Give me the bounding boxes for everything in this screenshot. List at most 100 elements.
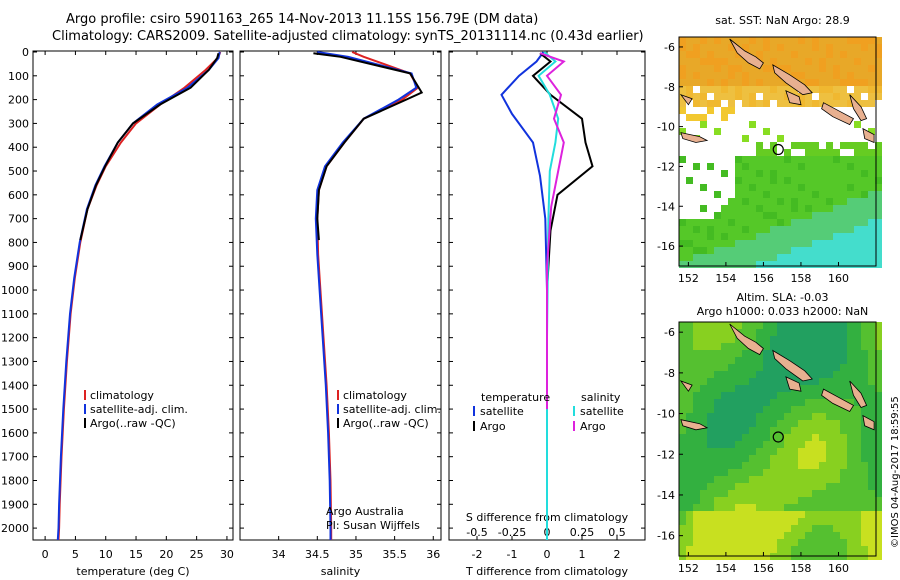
sst-cell — [805, 240, 812, 247]
sla-cell — [847, 322, 854, 329]
sla-cell — [805, 434, 812, 441]
sla-cell — [854, 343, 861, 350]
y-tick-label: 0 — [22, 46, 29, 59]
sla-cell — [805, 413, 812, 420]
sla-cell — [770, 406, 777, 413]
sst-cell — [798, 219, 805, 226]
sst-cell — [693, 72, 700, 79]
sla-cell — [770, 532, 777, 539]
sst-cell — [679, 86, 686, 93]
sst-cell — [735, 226, 742, 233]
sla-cell — [798, 462, 805, 469]
sla-cell — [847, 441, 854, 448]
sla-cell — [861, 518, 868, 525]
sla-cell — [805, 343, 812, 350]
sst-cell — [847, 156, 854, 163]
sst-cell — [854, 37, 861, 44]
sla-cell — [728, 406, 735, 413]
sla-cell — [763, 483, 770, 490]
sla-cell — [840, 546, 847, 553]
sst-cell — [700, 86, 707, 93]
sla-cell — [805, 448, 812, 455]
sla-cell — [812, 483, 819, 490]
sst-cell — [770, 163, 777, 170]
sla-cell — [721, 490, 728, 497]
sla-cell — [707, 525, 714, 532]
sst-cell — [721, 58, 728, 65]
sla-cell — [819, 518, 826, 525]
sst-cell — [868, 44, 875, 51]
sla-cell — [826, 490, 833, 497]
sst-cell — [756, 170, 763, 177]
sla-cell — [721, 392, 728, 399]
sla-cell — [700, 434, 707, 441]
sla-cell — [875, 490, 882, 497]
sla-cell — [854, 511, 861, 518]
sst-cell — [728, 58, 735, 65]
sla-cell — [833, 406, 840, 413]
sla-cell — [686, 539, 693, 546]
sst-cell — [868, 51, 875, 58]
sst-cell — [770, 240, 777, 247]
sla-cell — [826, 378, 833, 385]
sla-cell — [798, 322, 805, 329]
sla-cell — [833, 497, 840, 504]
sst-cell — [819, 198, 826, 205]
sst-cell — [847, 261, 854, 268]
sst-cell — [819, 93, 826, 100]
sst-cell — [679, 247, 686, 254]
x-axis-label: T difference from climatology — [465, 565, 628, 578]
sla-cell — [728, 532, 735, 539]
sst-cell — [777, 135, 784, 142]
sla-cell — [700, 378, 707, 385]
sst-cell — [826, 149, 833, 156]
sla-cell — [749, 357, 756, 364]
sst-cell — [840, 93, 847, 100]
sla-cell — [847, 343, 854, 350]
sla-cell — [812, 378, 819, 385]
legend-label: satellite-adj. clim. — [90, 403, 188, 416]
sla-cell — [763, 434, 770, 441]
sst-cell — [791, 156, 798, 163]
series-satellite — [314, 51, 418, 540]
sst-cell — [770, 219, 777, 226]
sla-cell — [728, 434, 735, 441]
sla-cell — [875, 497, 882, 504]
sla-cell — [812, 455, 819, 462]
sla-cell — [777, 525, 784, 532]
sst-cell — [791, 65, 798, 72]
sst-cell — [686, 177, 693, 184]
sst-cell — [770, 170, 777, 177]
sst-cell — [700, 240, 707, 247]
sst-cell — [854, 212, 861, 219]
sst-cell — [805, 254, 812, 261]
sst-cell — [847, 247, 854, 254]
sla-cell — [784, 448, 791, 455]
sla-cell — [742, 392, 749, 399]
sla-cell — [868, 441, 875, 448]
sst-cell — [763, 205, 770, 212]
sst-cell — [826, 261, 833, 268]
sla-cell — [749, 539, 756, 546]
sla-cell — [721, 357, 728, 364]
sla-cell — [728, 392, 735, 399]
sla-cell — [798, 364, 805, 371]
sla-cell — [700, 476, 707, 483]
sla-cell — [686, 336, 693, 343]
sst-cell — [784, 100, 791, 107]
sla-cell — [826, 532, 833, 539]
sst-cell — [833, 86, 840, 93]
sla-cell — [777, 371, 784, 378]
sla-cell — [742, 532, 749, 539]
sst-cell — [707, 240, 714, 247]
sst-cell — [840, 142, 847, 149]
sla-cell — [812, 525, 819, 532]
sst-cell — [819, 254, 826, 261]
sst-cell — [777, 212, 784, 219]
profile-location-marker — [772, 431, 784, 443]
sst-cell — [861, 79, 868, 86]
sst-cell — [679, 100, 686, 107]
y-tick-label: 1800 — [1, 474, 29, 487]
sst-cell — [728, 247, 735, 254]
sla-cell — [826, 525, 833, 532]
